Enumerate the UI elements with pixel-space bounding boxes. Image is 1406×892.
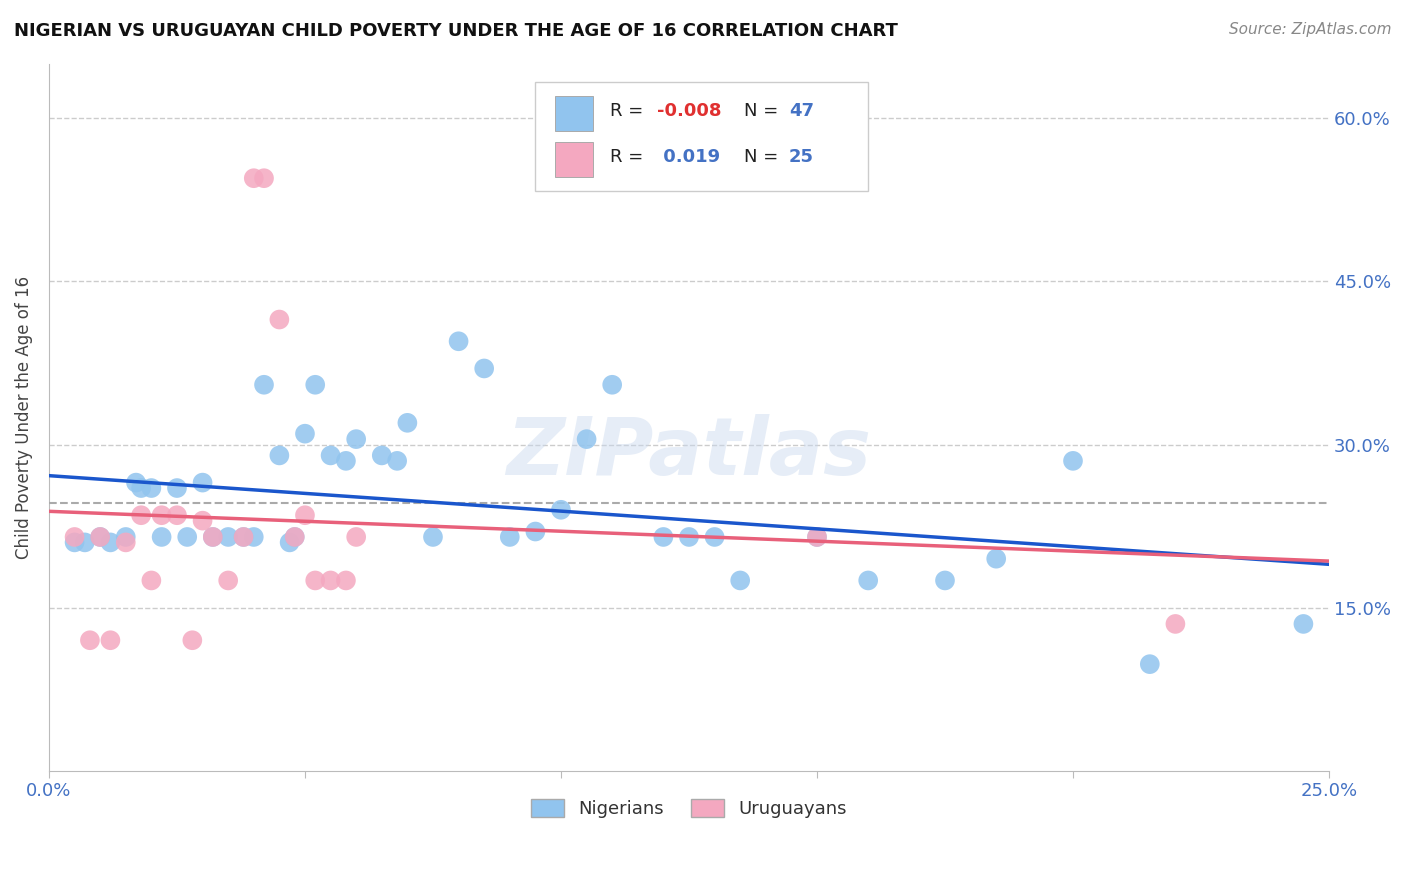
Point — [335, 574, 357, 588]
Point — [986, 551, 1008, 566]
Point — [217, 530, 239, 544]
Point — [89, 530, 111, 544]
Point — [284, 530, 307, 544]
Point — [150, 530, 173, 544]
Text: 25: 25 — [789, 148, 814, 166]
Point — [114, 530, 136, 544]
Point — [856, 574, 879, 588]
Point — [79, 633, 101, 648]
Point — [201, 530, 224, 544]
Point — [1164, 616, 1187, 631]
Point — [385, 454, 408, 468]
Legend: Nigerians, Uruguayans: Nigerians, Uruguayans — [524, 791, 853, 825]
Point — [652, 530, 675, 544]
Point — [253, 377, 276, 392]
Point — [304, 377, 326, 392]
Point — [217, 574, 239, 588]
Point — [191, 514, 214, 528]
Point — [253, 171, 276, 186]
Point — [278, 535, 301, 549]
Point — [176, 530, 198, 544]
Point — [125, 475, 148, 490]
Point — [181, 633, 204, 648]
Text: NIGERIAN VS URUGUAYAN CHILD POVERTY UNDER THE AGE OF 16 CORRELATION CHART: NIGERIAN VS URUGUAYAN CHILD POVERTY UNDE… — [14, 22, 898, 40]
Point — [100, 535, 122, 549]
Point — [201, 530, 224, 544]
Point — [1139, 657, 1161, 672]
Point — [242, 171, 264, 186]
Point — [600, 377, 623, 392]
Text: N =: N = — [744, 103, 785, 120]
Point — [344, 432, 367, 446]
Text: R =: R = — [610, 148, 648, 166]
Point — [269, 312, 291, 326]
Point — [499, 530, 522, 544]
Point — [806, 530, 828, 544]
Point — [141, 574, 163, 588]
Point — [232, 530, 254, 544]
Text: N =: N = — [744, 148, 785, 166]
Point — [166, 508, 188, 523]
Point — [232, 530, 254, 544]
Point — [472, 361, 495, 376]
Point — [335, 454, 357, 468]
Point — [73, 535, 96, 549]
Point — [371, 449, 394, 463]
Point — [150, 508, 173, 523]
Point — [319, 449, 342, 463]
Text: Source: ZipAtlas.com: Source: ZipAtlas.com — [1229, 22, 1392, 37]
FancyBboxPatch shape — [554, 142, 593, 178]
Point — [1062, 454, 1084, 468]
Text: 0.019: 0.019 — [657, 148, 720, 166]
Point — [422, 530, 444, 544]
Point — [703, 530, 725, 544]
Point — [294, 426, 316, 441]
Text: 47: 47 — [789, 103, 814, 120]
Point — [166, 481, 188, 495]
Point — [129, 508, 152, 523]
Point — [806, 530, 828, 544]
Point — [678, 530, 700, 544]
Point — [114, 535, 136, 549]
Point — [396, 416, 419, 430]
Point — [269, 449, 291, 463]
Point — [141, 481, 163, 495]
Point — [63, 530, 86, 544]
Point — [319, 574, 342, 588]
Point — [934, 574, 956, 588]
Y-axis label: Child Poverty Under the Age of 16: Child Poverty Under the Age of 16 — [15, 276, 32, 559]
Point — [1292, 616, 1315, 631]
FancyBboxPatch shape — [554, 95, 593, 131]
Point — [447, 334, 470, 349]
Point — [242, 530, 264, 544]
Text: R =: R = — [610, 103, 648, 120]
Point — [575, 432, 598, 446]
Point — [550, 503, 572, 517]
Text: -0.008: -0.008 — [657, 103, 721, 120]
Point — [191, 475, 214, 490]
Point — [100, 633, 122, 648]
Point — [728, 574, 751, 588]
Text: ZIPatlas: ZIPatlas — [506, 414, 872, 491]
Point — [294, 508, 316, 523]
Point — [63, 535, 86, 549]
Point — [129, 481, 152, 495]
FancyBboxPatch shape — [536, 82, 868, 191]
Point — [524, 524, 547, 539]
Point — [284, 530, 307, 544]
Point — [344, 530, 367, 544]
Point — [304, 574, 326, 588]
Point — [89, 530, 111, 544]
